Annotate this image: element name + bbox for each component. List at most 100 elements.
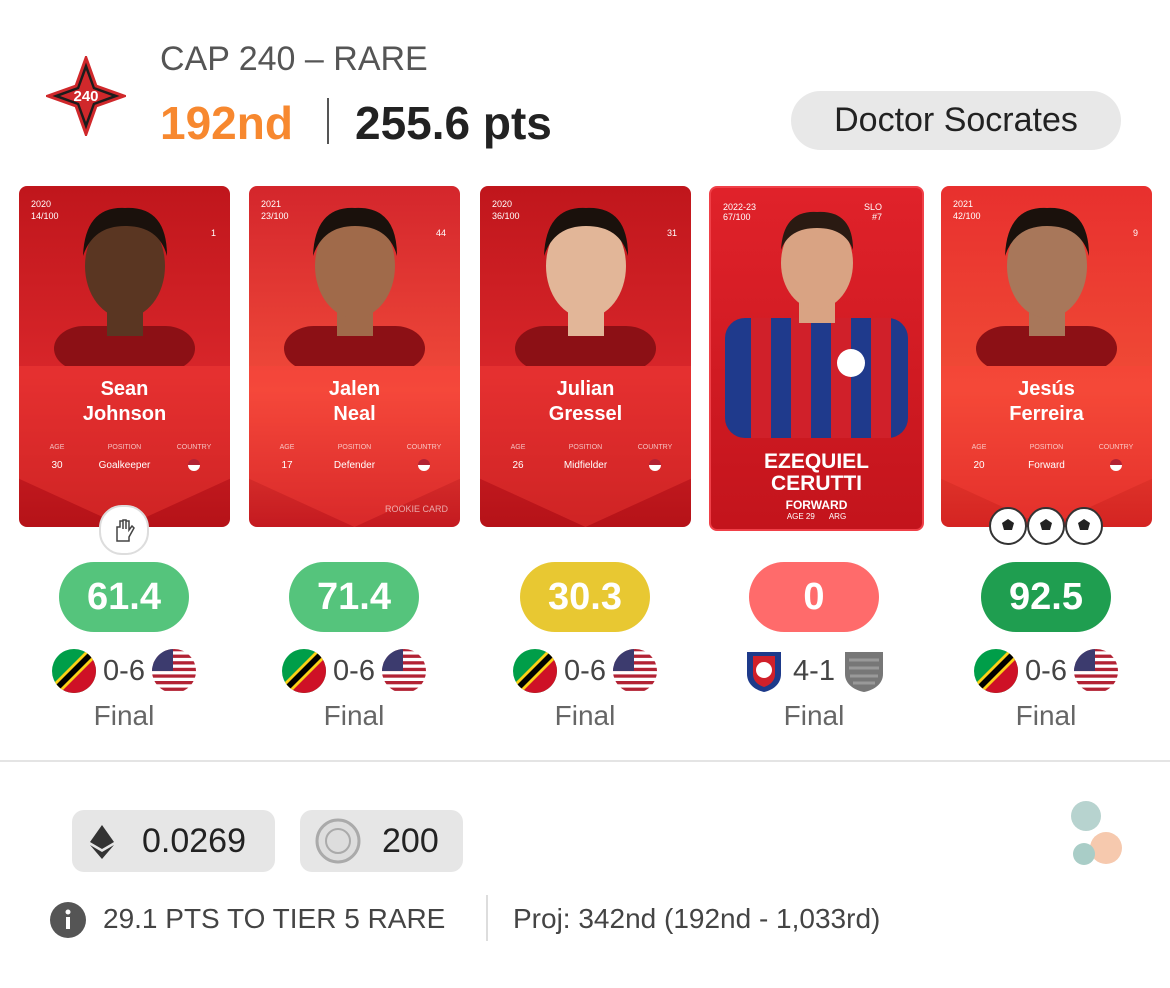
player-card[interactable]: 2021 23/100 44 Jalen Neal AGE POSITION COUNTRY 1…: [249, 186, 460, 527]
rookie-tag: ROOKIE CARD: [384, 504, 448, 514]
goal-icon: [989, 506, 1027, 546]
match-result: 0-6: [24, 648, 224, 694]
divider: [327, 98, 329, 144]
team-flag: [612, 649, 657, 693]
score-pill: 71.4: [289, 562, 419, 632]
last-name: Neal: [333, 403, 376, 425]
player-portrait: [976, 207, 1117, 371]
player-portrait: [725, 211, 908, 438]
country-label: COUNTRY: [176, 444, 212, 451]
age: 26: [512, 460, 524, 471]
score-pill: 61.4: [59, 562, 189, 632]
season: 2021: [261, 199, 282, 209]
serial: 23/100: [261, 211, 289, 221]
eth-amount: 0.0269: [142, 821, 246, 860]
divider: [486, 895, 488, 941]
score-pill: 0: [749, 562, 879, 632]
goal-icon: [1027, 506, 1065, 546]
match-status: Final: [93, 700, 155, 731]
position: Goalkeeper: [98, 460, 151, 471]
tier-note: 29.1 PTS TO TIER 5 RARE: [103, 903, 446, 934]
match-status: Final: [323, 700, 385, 731]
team-flag: [974, 649, 1019, 693]
portrait: [711, 188, 922, 453]
app-logo: [1071, 801, 1122, 865]
age: 20: [973, 460, 985, 471]
first-name: Jalen: [328, 378, 381, 400]
player-portrait: [515, 207, 656, 371]
position-label: POSITION: [107, 444, 142, 451]
season: 2021: [953, 199, 974, 209]
team-crest: [747, 652, 782, 692]
card-number: #7: [871, 212, 882, 222]
season: 2020: [31, 199, 52, 209]
position-label: POSITION: [1029, 444, 1064, 451]
ball: [1065, 507, 1103, 545]
card-number: 9: [1132, 228, 1138, 238]
portrait: [249, 186, 460, 371]
team-crest: [844, 652, 883, 692]
match-score: 0-6: [1025, 654, 1067, 687]
age: 17: [281, 460, 293, 471]
age: AGE 29: [786, 512, 815, 521]
contest-badge: 240: [46, 56, 126, 136]
eth-icon: [90, 825, 114, 859]
glove: [116, 519, 135, 542]
player-portrait: [54, 207, 195, 371]
age-label: AGE: [971, 444, 987, 451]
age-label: AGE: [510, 444, 526, 451]
country-flag: [649, 459, 661, 471]
league: SLO: [863, 202, 882, 212]
country-flag: [188, 459, 200, 471]
first-name: EZEQUIEL: [763, 450, 869, 473]
card-number: 1: [210, 228, 216, 238]
coin-reward: 200: [300, 810, 463, 872]
match-score: 4-1: [793, 654, 835, 687]
last-name: Johnson: [82, 403, 167, 425]
team-flag: [282, 649, 327, 693]
player-card[interactable]: 2022-23 67/100 SLO #7 EZEQUIEL CERUTTI FORWARD…: [709, 186, 924, 531]
match-status: Final: [1015, 700, 1077, 731]
coin-amount: 200: [382, 821, 439, 860]
coin-icon: [315, 818, 361, 864]
match-result: 0-6: [485, 648, 685, 694]
projection: Proj: 342nd (192nd - 1,033rd): [513, 903, 881, 934]
match-status: Final: [554, 700, 616, 731]
match-status: Final: [783, 700, 845, 731]
position: Midfielder: [563, 460, 608, 471]
portrait: [480, 186, 691, 371]
country-flag: [1110, 459, 1122, 471]
last-name: Ferreira: [1009, 403, 1084, 425]
goal-icons: [989, 506, 1103, 546]
player-card[interactable]: 2020 14/100 1 Sean Johnson AGE POSITION COUNTRY…: [19, 186, 230, 527]
player-card[interactable]: 2021 42/100 9 Jesús Ferreira AGE POSITION COUNT…: [941, 186, 1152, 527]
match-score: 0-6: [564, 654, 606, 687]
match-score: 0-6: [103, 654, 145, 687]
points: 255.6 pts: [355, 97, 552, 149]
age-label: AGE: [279, 444, 295, 451]
info-icon[interactable]: [48, 900, 88, 940]
serial: 67/100: [723, 212, 751, 222]
serial: 42/100: [953, 211, 981, 221]
position-label: POSITION: [337, 444, 372, 451]
separator: [0, 760, 1170, 762]
player-card[interactable]: 2020 36/100 31 Julian Gressel AGE POSITION COUN…: [480, 186, 691, 527]
first-name: Julian: [556, 378, 615, 400]
card-number: 44: [435, 228, 446, 238]
team-flag: [381, 649, 426, 693]
country-label: COUNTRY: [637, 444, 673, 451]
match-result: 0-6: [946, 648, 1146, 694]
team-flag: [513, 649, 558, 693]
last-name: Gressel: [548, 403, 623, 425]
last-name: CERUTTI: [771, 472, 862, 495]
rank: 192nd: [160, 97, 293, 149]
position: FORWARD: [785, 498, 848, 512]
eth-reward: 0.0269: [72, 810, 275, 872]
age-label: AGE: [49, 444, 65, 451]
manager-button[interactable]: Doctor Socrates: [791, 91, 1121, 150]
match-score: 0-6: [333, 654, 375, 687]
age-country: AGE 29 ARG: [711, 512, 922, 521]
portrait: [941, 186, 1152, 371]
goal-icon: [1065, 506, 1103, 546]
